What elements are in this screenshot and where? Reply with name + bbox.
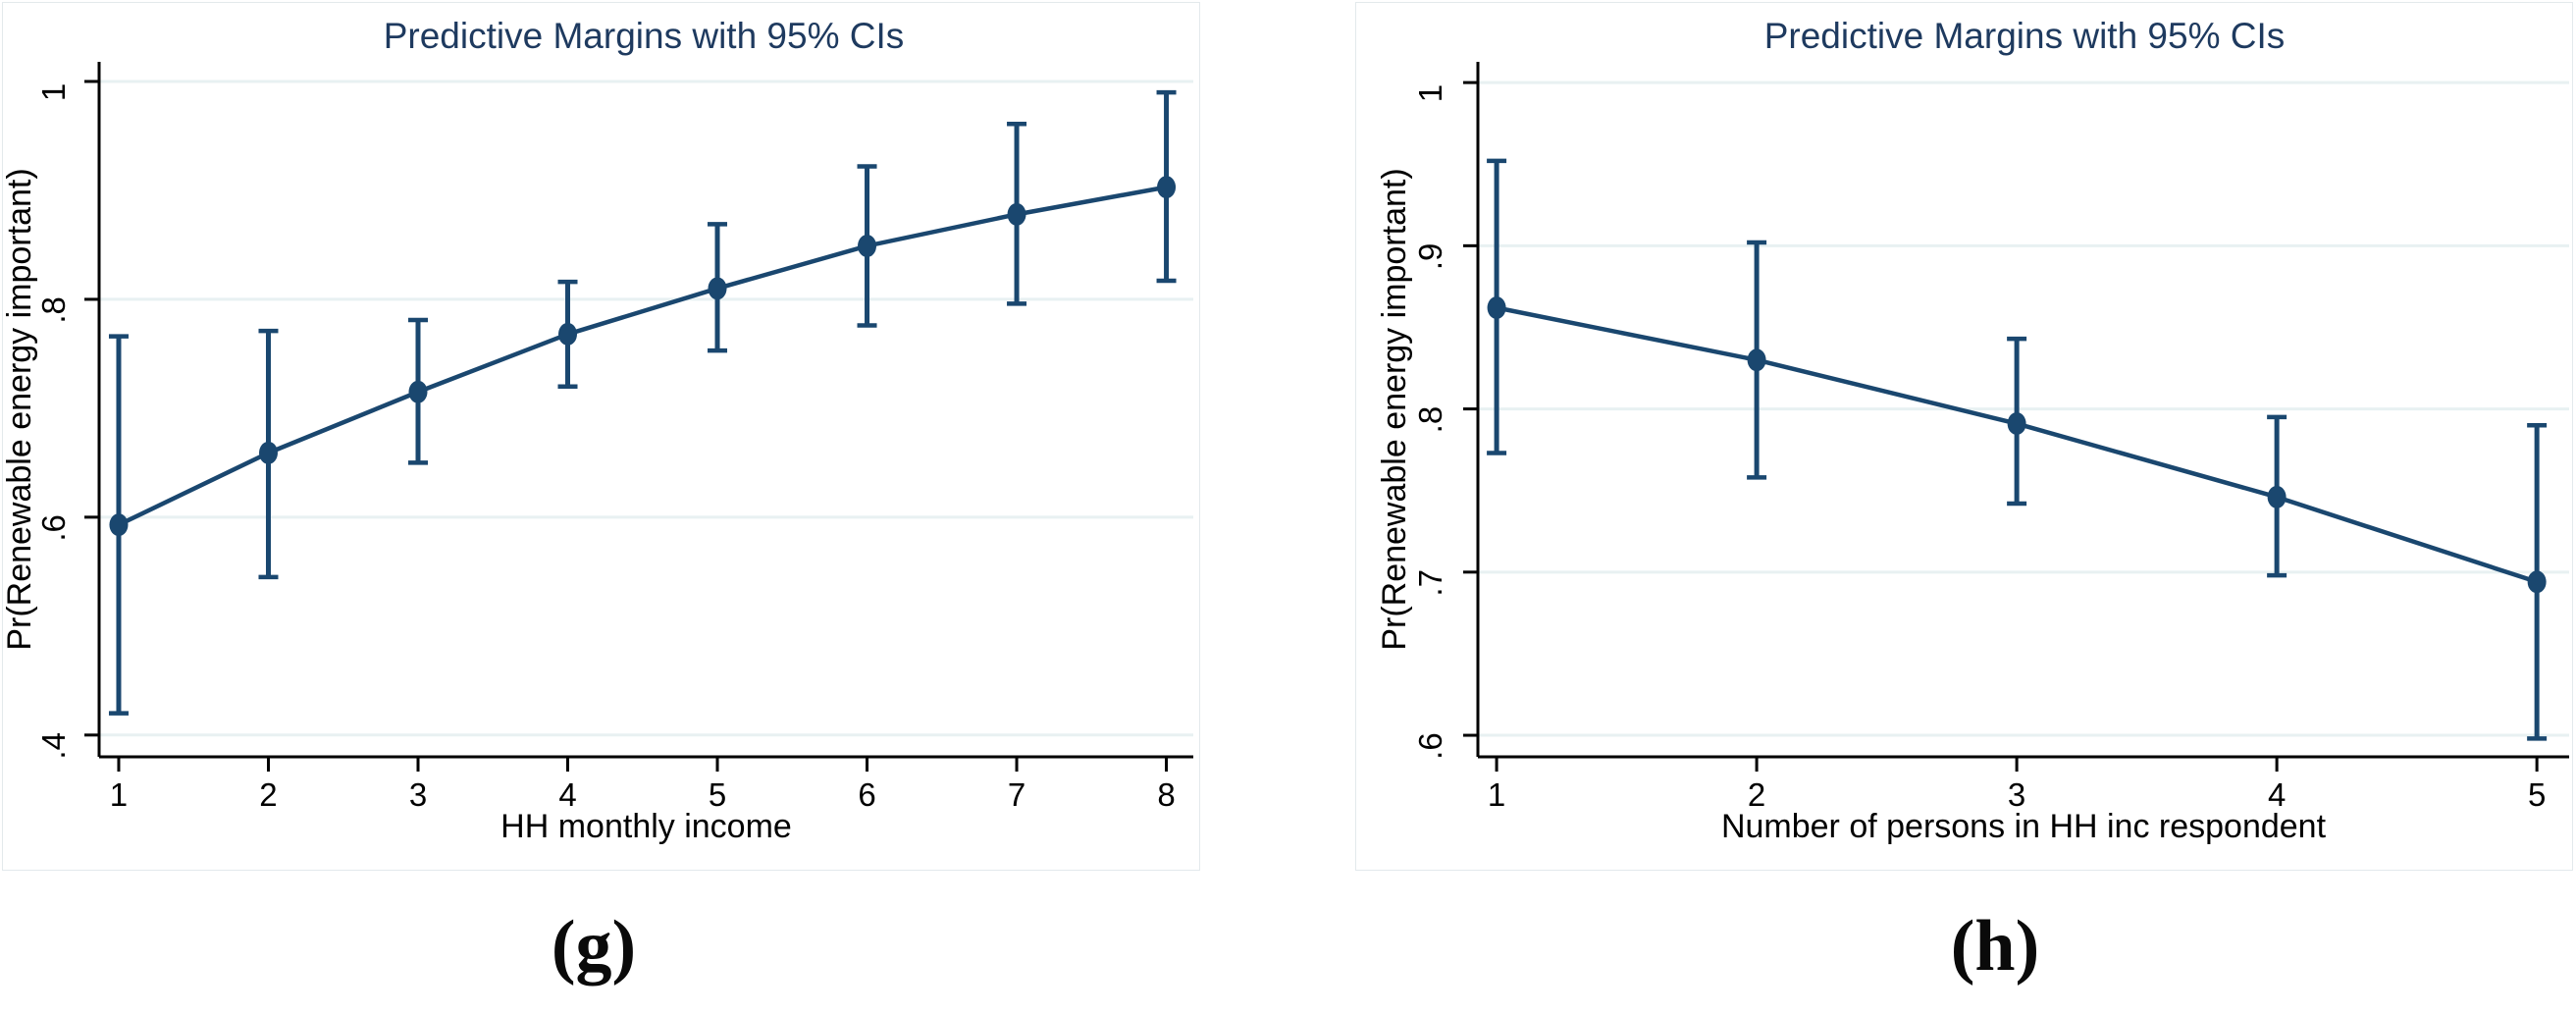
data-point [1157,176,1177,199]
data-point [558,322,578,346]
x-tick-label: 4 [2268,776,2286,813]
data-point [408,380,428,403]
predictive-margins-chart-g: .4 .6 .8 1 1 2 3 4 5 6 7 8 Predictive Margins with 9… [3,16,1193,845]
x-tick-label: 5 [709,776,726,813]
x-axis-title: Number of persons in HH inc respondent [1721,808,2327,845]
x-tick-label: 1 [110,776,128,813]
x-axis-title: HH monthly income [500,808,792,845]
y-tick-label: .9 [1412,243,1448,271]
y-tick-label: .6 [35,514,72,542]
data-point [1487,296,1506,320]
y-tick-label: .7 [1412,569,1448,597]
data-point [258,441,278,464]
x-tick-label: 3 [2008,776,2025,813]
x-tick-label: 2 [259,776,277,813]
y-tick-label: 1 [35,83,72,101]
x-tick-label: 4 [558,776,576,813]
series-line [118,185,1167,527]
x-tick-label: 8 [1157,776,1175,813]
x-tick-label: 6 [858,776,875,813]
caption-g: (g) [551,906,637,987]
x-tick-label: 5 [2528,776,2546,813]
y-tick-label: .4 [35,732,72,760]
chart-title: Predictive Margins with 95% CIs [384,16,905,56]
y-tick-label: .8 [35,296,72,324]
data-point [109,513,129,537]
chart-panel-h: .6 .7 .8 .9 1 1 2 3 4 5 Predictive Margins with 95… [1355,2,2573,871]
data-point [2007,412,2026,436]
data-point [2527,570,2547,594]
x-tick-label: 7 [1008,776,1025,813]
caption-h: (h) [1950,906,2040,987]
x-tick-label: 3 [409,776,427,813]
y-tick-label: .8 [1412,406,1448,434]
y-tick-label: .6 [1412,732,1448,760]
data-point [1007,202,1026,226]
x-tick-label: 1 [1488,776,1505,813]
chart-panel-g: .4 .6 .8 1 1 2 3 4 5 6 7 8 Predictive Margins with 9… [2,2,1200,871]
data-point [708,277,727,300]
y-axis-title: Pr(Renewable energy important) [3,168,38,650]
y-axis-title: Pr(Renewable energy important) [1376,168,1413,650]
chart-title: Predictive Margins with 95% CIs [1764,16,2286,56]
data-point [858,235,877,258]
x-tick-label: 2 [1748,776,1765,813]
predictive-margins-chart-h: .6 .7 .8 .9 1 1 2 3 4 5 Predictive Margins with 95… [1376,16,2569,845]
y-tick-label: 1 [1412,84,1448,102]
data-point [2267,485,2287,508]
data-point [1747,348,1766,372]
